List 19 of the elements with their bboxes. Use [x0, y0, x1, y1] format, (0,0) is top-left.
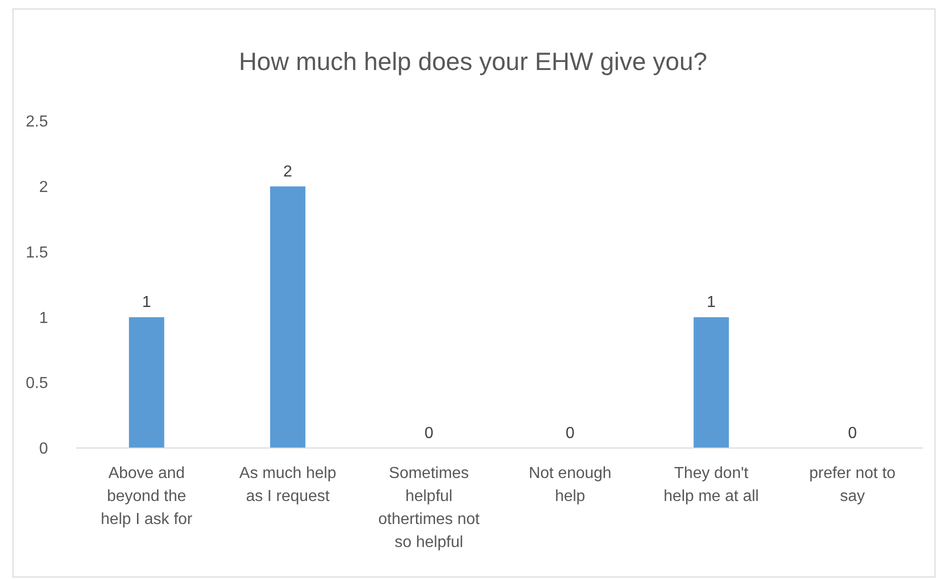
x-tick-label: Above and beyond the help I ask for — [100, 465, 194, 528]
chart-title: How much help does your EHW give you? — [238, 48, 708, 76]
y-tick-label: 1.5 — [26, 244, 48, 262]
y-tick-label: 2 — [39, 179, 48, 196]
x-tick-label: Not enough help — [528, 465, 612, 505]
x-tick-label: Sometimes helpful othertimes not so helpful — [378, 465, 480, 551]
data-label: 0 — [424, 425, 434, 442]
x-tick-label: They don't help me at all — [664, 465, 759, 505]
data-label: 1 — [706, 294, 716, 312]
x-tick-label: prefer not to say — [809, 465, 896, 505]
y-tick-label: 0.5 — [26, 375, 48, 392]
data-label: 0 — [848, 425, 857, 442]
data-label: 0 — [566, 425, 575, 442]
x-tick-label: As much help as I request — [239, 465, 336, 505]
data-label: 2 — [283, 163, 292, 180]
y-tick-label: 0 — [39, 440, 48, 458]
y-tick-label: 2.5 — [26, 114, 48, 131]
data-label: 1 — [142, 294, 152, 312]
y-tick-label: 1 — [39, 310, 48, 327]
